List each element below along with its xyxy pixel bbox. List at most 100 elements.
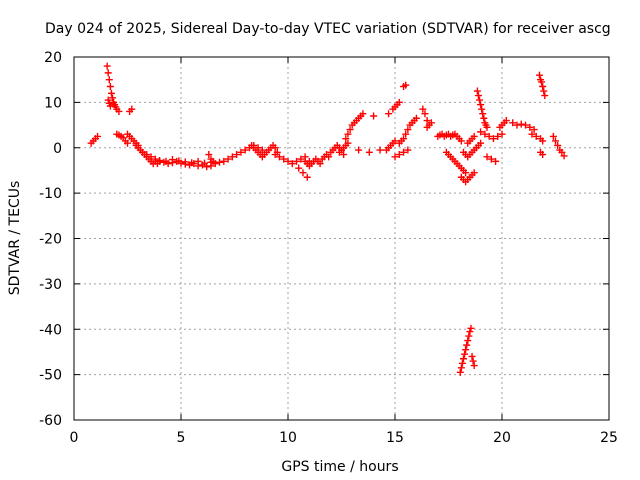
data-point <box>481 130 489 138</box>
x-tick-label: 15 <box>386 430 404 446</box>
data-point <box>400 135 408 143</box>
y-tick-label: 10 <box>44 95 62 111</box>
data-point <box>156 156 164 164</box>
data-point <box>271 144 279 152</box>
data-point <box>344 130 352 138</box>
x-tick-label: 20 <box>493 430 511 446</box>
data-point <box>554 141 562 149</box>
data-point <box>147 153 155 161</box>
data-point <box>457 364 465 372</box>
data-point <box>457 137 465 145</box>
data-point <box>355 146 363 154</box>
data-point <box>558 148 566 156</box>
data-point <box>233 151 241 159</box>
data-point <box>412 114 420 122</box>
data-point <box>477 128 485 136</box>
data-point <box>464 337 472 345</box>
data-point <box>109 94 117 102</box>
data-point <box>104 69 112 77</box>
data-point <box>128 105 136 113</box>
data-point <box>402 130 410 138</box>
data-point <box>477 139 485 147</box>
data-point <box>340 151 348 159</box>
y-tick-label: -50 <box>39 368 62 384</box>
data-point <box>539 137 547 145</box>
data-point <box>220 157 228 165</box>
data-point <box>404 146 412 154</box>
data-point <box>395 151 403 159</box>
data-point <box>513 121 521 129</box>
data-point <box>151 155 159 163</box>
data-point <box>297 155 305 163</box>
data-point <box>487 155 495 163</box>
data-point <box>124 139 131 147</box>
data-point <box>181 158 189 166</box>
data-point <box>489 135 497 143</box>
data-point <box>494 132 502 140</box>
data-point <box>538 78 546 86</box>
data-point <box>237 148 245 156</box>
data-point <box>342 135 350 143</box>
data-point <box>168 156 176 164</box>
data-point <box>469 357 477 365</box>
data-point <box>216 158 224 166</box>
data-point <box>456 368 464 376</box>
data-point <box>526 123 534 131</box>
data-point <box>560 152 568 160</box>
data-point <box>535 71 543 79</box>
data-point <box>532 132 540 140</box>
data-point <box>188 159 196 167</box>
x-tick-label: 0 <box>70 430 79 446</box>
data-point <box>522 121 530 129</box>
data-point <box>528 130 536 138</box>
data-point <box>462 346 470 354</box>
data-point <box>549 132 557 140</box>
data-point <box>138 148 146 156</box>
grid-lines <box>74 57 609 420</box>
data-point <box>476 96 484 104</box>
data-point <box>370 112 378 120</box>
data-point <box>530 126 538 134</box>
data-point <box>478 105 486 113</box>
data-point <box>470 169 478 177</box>
data-point <box>107 89 115 97</box>
data-point <box>470 362 478 370</box>
data-point <box>344 139 352 147</box>
data-point <box>423 117 431 125</box>
data-points <box>87 62 568 376</box>
data-point <box>391 153 399 161</box>
data-point <box>284 157 292 165</box>
data-point <box>483 153 491 161</box>
data-point <box>103 62 111 70</box>
y-tick-label: -10 <box>39 186 62 202</box>
y-tick-label: 20 <box>44 50 62 66</box>
data-point <box>498 130 506 138</box>
data-point <box>280 155 288 163</box>
data-point <box>316 160 324 168</box>
data-point <box>205 151 213 159</box>
data-point <box>466 328 474 336</box>
data-point <box>458 359 466 367</box>
data-point <box>203 163 211 171</box>
data-point <box>104 96 112 104</box>
data-point <box>463 341 471 349</box>
x-tick-label: 25 <box>600 430 618 446</box>
data-point <box>175 157 183 165</box>
data-point <box>105 76 113 84</box>
data-point <box>539 82 547 90</box>
data-point <box>492 157 500 165</box>
data-point <box>241 146 249 154</box>
data-point <box>275 153 283 161</box>
data-point <box>509 119 517 127</box>
data-point <box>502 117 510 125</box>
data-point <box>459 355 467 363</box>
y-tick-label: -30 <box>39 277 62 293</box>
y-axis-label: SDTVAR / TECUs <box>7 181 23 296</box>
data-point <box>288 160 296 168</box>
y-tick-label: -20 <box>39 232 62 248</box>
data-point <box>376 146 384 154</box>
data-point <box>106 102 114 110</box>
y-tick-label: -60 <box>39 413 62 429</box>
data-point <box>467 324 475 332</box>
